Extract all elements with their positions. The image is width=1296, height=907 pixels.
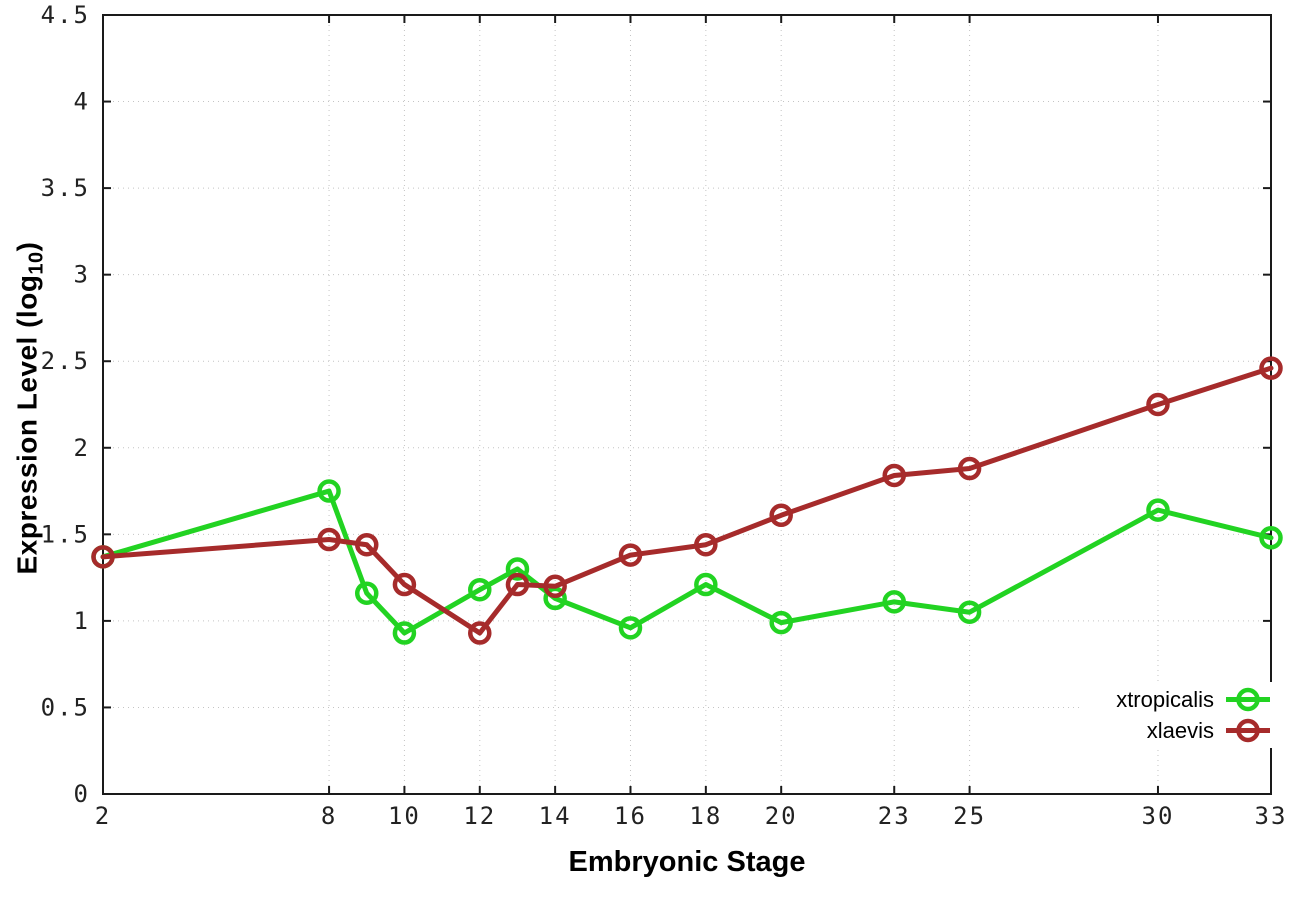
y-tick-label: 4.5	[41, 1, 90, 29]
data-point-xtropicalis-10	[392, 621, 417, 645]
data-point-xtropicalis-23	[882, 590, 906, 614]
data-point-xlaevis-8	[317, 527, 341, 552]
data-point-xtropicalis-12	[468, 577, 492, 602]
y-axis-title-close: )	[11, 241, 43, 252]
x-tick-label: 30	[1142, 802, 1175, 830]
data-point-xlaevis-10	[392, 572, 417, 597]
data-point-xtropicalis-9	[354, 581, 379, 605]
legend-entry-xtropicalis: xtropicalis	[1116, 684, 1272, 715]
data-point-xlaevis-18	[694, 532, 718, 557]
x-axis-title: Embryonic Stage	[568, 846, 806, 878]
data-point-xtropicalis-25	[957, 600, 982, 624]
data-point-xlaevis-33	[1259, 356, 1283, 380]
legend-entry-xlaevis: xlaevis	[1116, 715, 1272, 746]
x-tick-label: 10	[388, 802, 421, 830]
data-point-xtropicalis-13	[505, 557, 530, 581]
x-tick-label: 8	[321, 802, 337, 830]
data-point-xlaevis-20	[769, 503, 793, 528]
x-tick-label: 18	[689, 802, 722, 830]
data-point-xlaevis-30	[1146, 392, 1170, 417]
data-point-xlaevis-14	[543, 574, 567, 599]
legend-marker-xlaevis-icon	[1226, 718, 1270, 743]
data-point-xtropicalis-8	[317, 479, 341, 503]
legend: xtropicalis xlaevis	[1082, 682, 1272, 748]
data-point-xlaevis-13	[505, 572, 530, 597]
data-point-xtropicalis-14	[543, 586, 567, 611]
y-tick-label: 4	[74, 88, 90, 116]
legend-label-xlaevis: xlaevis	[1146, 717, 1214, 743]
plot-border	[102, 14, 1272, 795]
x-tick-label: 2	[95, 802, 111, 830]
data-point-xlaevis-2	[91, 545, 115, 569]
data-point-xtropicalis-20	[769, 610, 793, 635]
data-point-xtropicalis-16	[618, 616, 643, 640]
data-point-xtropicalis-30	[1146, 498, 1170, 522]
data-point-xlaevis-16	[618, 543, 643, 567]
y-axis-title-subscript: 10	[25, 251, 48, 275]
y-tick-label: 1.5	[41, 520, 90, 548]
y-tick-label: 0	[74, 780, 90, 808]
x-tick-label: 14	[539, 802, 572, 830]
x-tick-label: 23	[878, 802, 911, 830]
y-tick-label: 1	[74, 607, 90, 635]
data-point-xlaevis-9	[354, 532, 379, 557]
y-tick-label: 2	[74, 434, 90, 462]
data-point-xlaevis-23	[882, 463, 906, 488]
data-point-xtropicalis-33	[1259, 526, 1283, 550]
x-tick-label: 33	[1255, 802, 1288, 830]
data-point-xtropicalis-18	[694, 572, 718, 597]
data-point-xlaevis-12	[468, 621, 492, 645]
y-tick-label: 2.5	[41, 347, 90, 375]
y-tick-label: 3.5	[41, 174, 90, 202]
y-tick-label: 0.5	[41, 693, 90, 721]
data-point-xlaevis-25	[957, 456, 982, 481]
x-tick-label: 12	[463, 802, 496, 830]
y-axis-title: Expression Level (log10)	[12, 242, 49, 575]
x-tick-label: 20	[765, 802, 798, 830]
legend-marker-xtropicalis-icon	[1226, 687, 1270, 712]
x-tick-label: 16	[614, 802, 647, 830]
y-tick-label: 3	[74, 261, 90, 289]
y-axis-title-main: Expression Level (log	[11, 274, 43, 575]
x-tick-label: 25	[953, 802, 986, 830]
legend-label-xtropicalis: xtropicalis	[1116, 686, 1214, 712]
